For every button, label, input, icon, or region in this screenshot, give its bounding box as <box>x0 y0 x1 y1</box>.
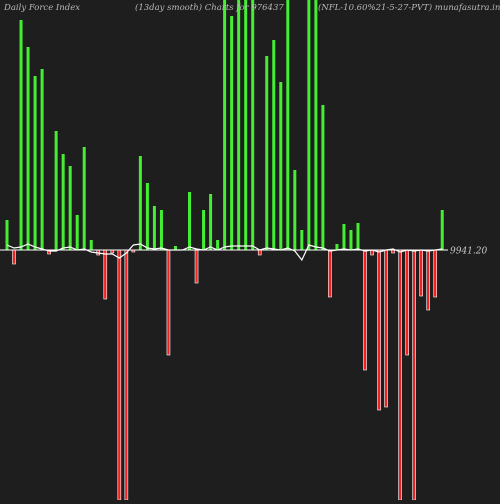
bar-positive <box>335 244 339 250</box>
bar-positive <box>33 76 37 250</box>
bar-positive <box>75 215 79 250</box>
bar-positive <box>61 154 65 250</box>
bars-group <box>5 0 444 501</box>
bar-positive <box>293 170 297 250</box>
bar-positive <box>342 224 346 250</box>
bar-positive <box>440 210 444 250</box>
bar-positive <box>138 156 142 250</box>
bar-positive <box>26 47 30 250</box>
bar-positive <box>279 82 283 250</box>
bar-positive <box>188 192 192 250</box>
bar-negative <box>117 249 122 501</box>
bar-negative <box>363 249 367 371</box>
bar-positive <box>272 40 276 250</box>
bar-negative <box>328 249 332 298</box>
bar-negative <box>166 249 171 356</box>
bar-positive <box>68 166 72 250</box>
bar-negative <box>398 249 402 501</box>
bar-positive <box>19 20 23 250</box>
bar-positive <box>244 0 248 250</box>
bar-positive <box>265 56 269 250</box>
bar-positive <box>223 0 227 250</box>
bar-positive <box>202 210 206 250</box>
bar-positive <box>230 16 234 250</box>
bar-negative <box>405 249 409 356</box>
bar-positive <box>300 230 304 250</box>
bar-negative <box>194 249 199 284</box>
bar-negative <box>419 249 423 297</box>
bar-positive <box>152 206 156 250</box>
bar-positive <box>54 131 58 250</box>
bar-positive <box>145 183 149 250</box>
bar-negative <box>377 249 381 411</box>
bar-negative <box>384 249 388 408</box>
bar-positive <box>237 0 241 250</box>
last-value-label: 9941.20 <box>450 247 487 257</box>
bar-positive <box>5 220 9 250</box>
bar-negative <box>103 249 108 300</box>
bar-positive <box>307 0 311 250</box>
bar-positive <box>209 194 213 250</box>
bar-negative <box>257 249 262 256</box>
bar-positive <box>40 69 44 250</box>
chart-subtitle: (13day smooth) Charts for 976437 <box>135 3 284 13</box>
bar-positive <box>173 246 177 250</box>
bar-positive <box>159 210 163 250</box>
chart-title: Daily Force Index <box>4 3 81 13</box>
bar-negative <box>412 249 416 501</box>
bar-positive <box>356 223 360 250</box>
bar-negative <box>426 249 431 311</box>
bar-negative <box>12 249 16 265</box>
bar-positive <box>314 0 318 250</box>
bar-negative <box>124 249 129 501</box>
bar-positive <box>251 0 255 250</box>
bar-positive <box>82 147 86 250</box>
bar-positive <box>216 240 220 250</box>
bar-positive <box>321 105 325 250</box>
chart-source: (NFL-10.60%21-5-27-PVT) munafasutra.in <box>318 3 500 13</box>
bar-positive <box>349 230 353 250</box>
bar-negative <box>433 249 438 298</box>
bar-positive <box>286 0 290 250</box>
bar-positive <box>89 240 93 250</box>
smooth-line <box>6 243 443 262</box>
